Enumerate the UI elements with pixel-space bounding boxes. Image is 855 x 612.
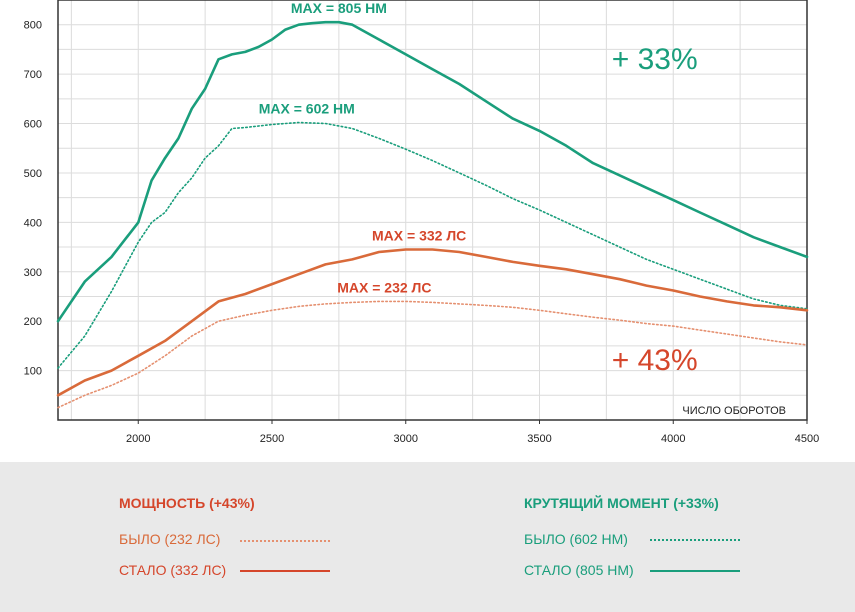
x-tick-label: 4000: [661, 433, 685, 445]
series-line-4: [57, 300, 808, 409]
series-line-3: [56, 248, 809, 397]
legend-power-before-label: БЫЛО (232 ЛС): [119, 531, 221, 547]
y-tick-label: 600: [24, 119, 42, 131]
x-tick-label: 2500: [260, 433, 284, 445]
legend-power-before-line: [240, 540, 330, 542]
max-annotation: MAX = 332 ЛС: [372, 228, 466, 244]
grid: [58, 0, 807, 420]
x-axis-label: ЧИСЛО ОБОРОТОВ: [682, 405, 786, 417]
series-line-2: [57, 121, 808, 369]
x-tick-label: 3500: [527, 433, 551, 445]
max-annotation: MAX = 602 НМ: [259, 101, 355, 117]
x-tick-label: 3000: [394, 433, 418, 445]
max-annotation: MAX = 805 НМ: [291, 0, 387, 16]
legend-torque-after-line: [650, 570, 740, 572]
y-tick-label: 800: [24, 20, 42, 32]
max-annotation: MAX = 232 ЛС: [337, 279, 431, 295]
y-tick-labels: 100 200 300 400 500 600 700 800: [24, 20, 42, 378]
series-lines: [56, 20, 809, 409]
x-tick-labels: 2000 2500 3000 3500 4000 4500: [126, 420, 819, 445]
torque-power-chart: 100 200 300 400 500 600 700 800 2000 2500 3000 350…: [24, 0, 819, 445]
legend-torque-before-label: БЫЛО (602 НМ): [524, 531, 628, 547]
x-tick-label: 4500: [795, 433, 819, 445]
y-tick-label: 100: [24, 366, 42, 378]
plot-border: [57, 0, 808, 421]
legend-panel: МОЩНОСТЬ (+43%) БЫЛО (232 ЛС) СТАЛО (332…: [0, 462, 855, 612]
series-line-1: [56, 20, 809, 323]
percent-annotation: + 43%: [612, 344, 698, 377]
legend-torque-before-line: [650, 539, 740, 541]
y-tick-label: 400: [24, 217, 42, 229]
x-tick-label: 2000: [126, 433, 150, 445]
legend-torque-after-label: СТАЛО (805 НМ): [524, 562, 634, 578]
y-tick-label: 700: [24, 69, 42, 81]
y-tick-label: 200: [24, 316, 42, 328]
annotations: MAX = 805 НМ MAX = 602 НМ MAX = 332 ЛС MAX …: [259, 0, 698, 377]
legend-power-after-label: СТАЛО (332 ЛС): [119, 562, 227, 578]
legend-power-after-line: [240, 570, 330, 572]
legend-power-title: МОЩНОСТЬ (+43%): [119, 495, 255, 511]
legend-torque-title: КРУТЯЩИЙ МОМЕНТ (+33%): [524, 495, 719, 511]
plot-frame: [57, 0, 808, 421]
y-tick-label: 500: [24, 168, 42, 180]
y-tick-label: 300: [24, 267, 42, 279]
percent-annotation: + 33%: [612, 43, 698, 76]
